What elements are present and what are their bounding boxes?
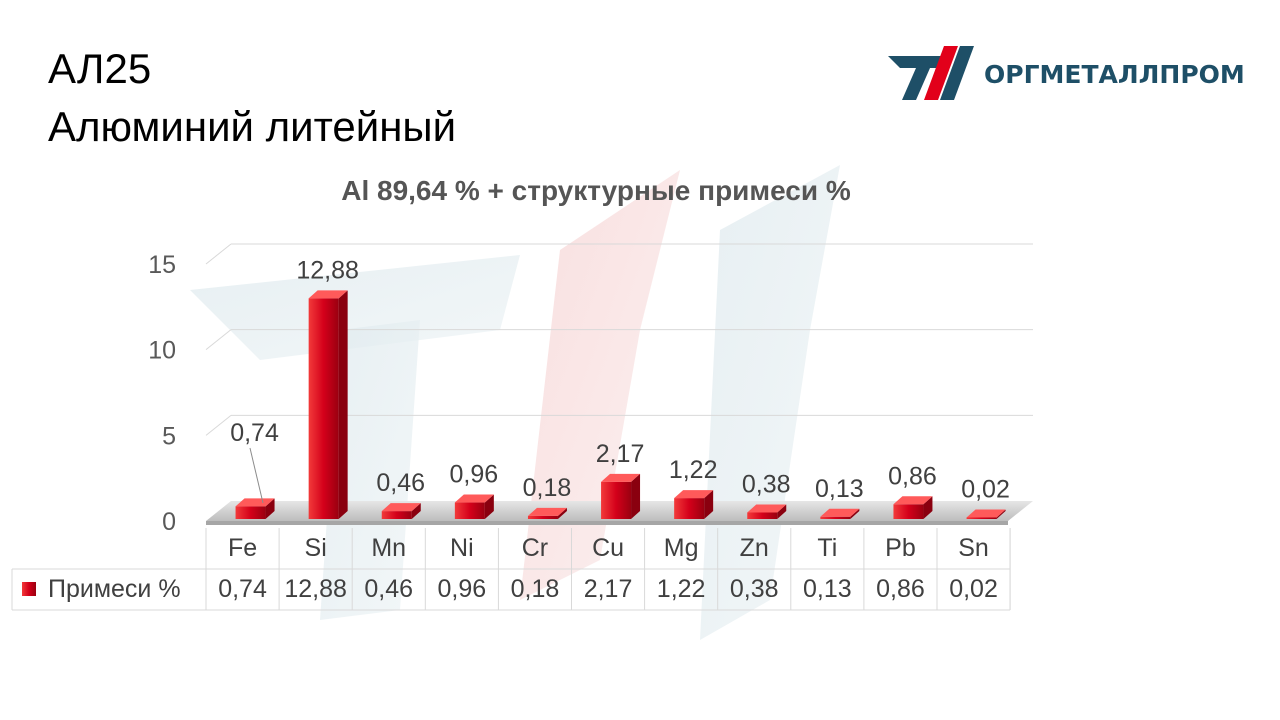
data-label: 1,22 [669, 456, 718, 484]
bar-side [631, 473, 641, 519]
data-label: 2,17 [596, 440, 645, 468]
chart-title: Al 89,64 % + структурные примеси % [341, 175, 851, 206]
bar-side [704, 490, 714, 519]
page-title-line2: Алюминий литейный [48, 103, 457, 150]
bar-top [747, 504, 787, 513]
bar-side [557, 507, 567, 519]
bar-top [893, 496, 933, 505]
gridline-slant [205, 414, 232, 436]
bar [893, 504, 924, 519]
bar-side [338, 290, 348, 519]
bar-top [966, 509, 1006, 518]
data-label: 0,38 [742, 470, 791, 498]
bar-top [235, 498, 275, 507]
data-label: 0,02 [961, 476, 1010, 504]
bar [454, 502, 485, 519]
gridline-slant [205, 329, 232, 351]
bar-top [308, 290, 348, 299]
logo-mark-icon [888, 46, 974, 100]
bar-top [820, 508, 860, 517]
y-tick-label: 0 [162, 508, 176, 536]
bar-side [850, 508, 860, 519]
bar [235, 506, 266, 519]
bar-side [411, 503, 421, 519]
y-tick-label: 15 [148, 251, 176, 279]
bar-side [484, 494, 494, 519]
bar [601, 481, 632, 519]
legend-swatch [22, 582, 36, 596]
logo-text: ОРГМЕТАЛЛПРОМ [984, 60, 1245, 89]
company-logo: ОРГМЕТАЛЛПРОМ [886, 42, 1246, 114]
bar-side [923, 496, 933, 519]
data-label: 0,13 [815, 475, 864, 503]
bar [308, 298, 339, 519]
bar-top [381, 503, 421, 512]
bar [674, 498, 705, 519]
bar-top [674, 490, 714, 499]
bar-side [777, 504, 787, 519]
bar [747, 512, 778, 519]
data-label: 12,88 [296, 256, 359, 284]
bar [381, 511, 412, 519]
gridline-slant [205, 243, 232, 265]
bar-top [601, 473, 641, 482]
watermark-red-stroke [520, 170, 680, 600]
chart-floor-edge [206, 521, 1008, 525]
data-label-leader [249, 447, 264, 504]
y-tick-label: 10 [148, 337, 176, 365]
data-label: 0,74 [230, 419, 279, 447]
page-title: АЛ25 Алюминий литейный [48, 40, 456, 156]
bar-side [265, 498, 275, 519]
watermark-bar [190, 255, 520, 360]
bar [966, 517, 997, 519]
data-label: 0,18 [523, 474, 572, 502]
bar-top [527, 507, 567, 516]
data-label: 0,96 [450, 461, 499, 489]
bar [820, 516, 851, 519]
bar [527, 515, 558, 519]
bar-side [996, 509, 1006, 519]
data-label: 0,46 [376, 469, 425, 497]
bar-top [454, 494, 494, 503]
page-title-line1: АЛ25 [48, 45, 152, 92]
data-label: 0,86 [888, 462, 937, 490]
y-tick-label: 5 [162, 422, 176, 450]
